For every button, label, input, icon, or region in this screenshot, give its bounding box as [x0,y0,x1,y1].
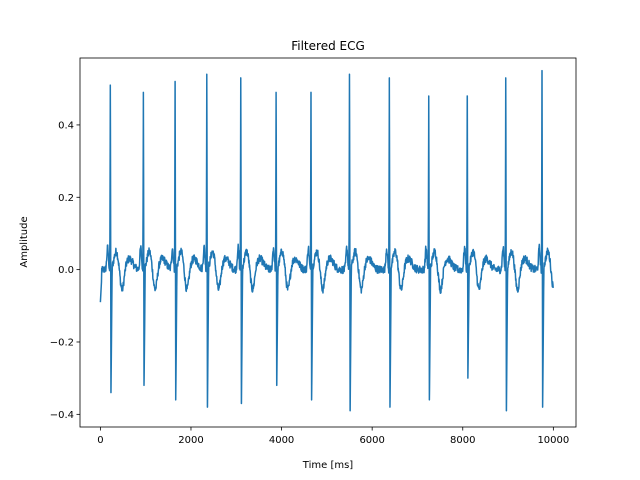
x-tick-label: 0 [97,435,103,446]
x-tick-label: 6000 [359,435,384,446]
y-tick-label: −0.4 [50,410,74,421]
x-axis-ticks: 0 2000 4000 6000 8000 10000 [97,427,569,446]
y-tick-label: 0.0 [58,265,74,276]
x-tick-label: 4000 [269,435,294,446]
y-axis-label: Amplitude [19,216,30,267]
y-tick-label: 0.4 [58,120,74,131]
chart-title: Filtered ECG [291,39,365,53]
x-tick-label: 8000 [450,435,475,446]
y-tick-label: 0.2 [58,193,74,204]
plot-frame [79,57,577,428]
x-tick-label: 2000 [178,435,203,446]
y-tick-label: −0.2 [50,337,74,348]
x-tick-label: 10000 [537,435,569,446]
y-axis-ticks: −0.4 −0.2 0.0 0.2 0.4 [50,120,80,421]
x-axis-label: Time [ms] [302,460,354,471]
plot-layer [99,69,554,412]
ecg-signal-line [99,69,554,412]
